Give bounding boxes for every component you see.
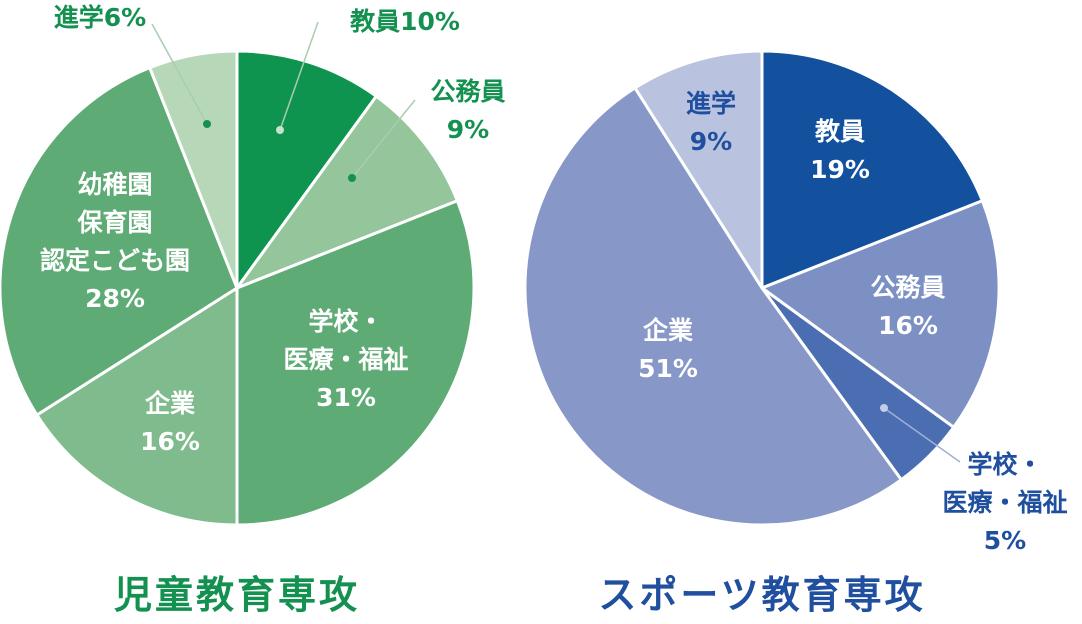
slice-label-line: 9%: [447, 115, 489, 144]
slice-label-line: 28%: [85, 284, 145, 313]
chart-title-sports-education: スポーツ教育専攻: [598, 573, 925, 617]
slice-label-line: 19%: [810, 155, 870, 184]
slice-label-line: 公務員: [870, 273, 945, 302]
slice-label-line: 学校・: [967, 450, 1042, 479]
slice-label-child-3: 企業 16%: [140, 389, 200, 456]
slice-label-sports-4: 進学 9%: [686, 89, 736, 156]
slice-label-line: 医療・福祉: [942, 488, 1067, 517]
chart-title-child-education: 児童教育専攻: [114, 573, 360, 617]
slice-label-child-1: 公務員 9%: [430, 77, 505, 144]
slice-label-line: 16%: [140, 427, 200, 456]
slice-label-sports-2: 学校・医療・福祉 5%: [942, 450, 1067, 555]
pie-slice-child-5: [148, 49, 239, 290]
leader-dot-child-0: [276, 126, 284, 134]
pie-slice-sports-1: [760, 199, 1001, 429]
slice-label-sports-0: 教員 19%: [810, 117, 870, 184]
pie-slice-child-1: [235, 94, 459, 290]
slice-label-line: 教員10%: [350, 7, 460, 36]
slice-label-child-5: 進学6%: [54, 3, 146, 32]
slice-label-line: 51%: [638, 354, 698, 383]
leader-dot-sports-2: [880, 404, 888, 412]
pie-slice-child-2: [235, 199, 476, 527]
leader-line-child-0: [279, 21, 319, 131]
slice-label-line: 5%: [984, 526, 1026, 555]
slice-label-sports-1: 公務員 16%: [870, 273, 945, 340]
leader-line-child-1: [351, 99, 416, 179]
slice-label-child-2: 学校・医療・福祉 31%: [283, 307, 408, 412]
slice-label-line: 認定こども園: [40, 246, 190, 275]
pie-chart-sports-education: 教員 19% 公務員 16% 学校・医療・福祉 5% 企業 51% 進学 9%: [523, 49, 1068, 555]
slice-label-line: 進学6%: [54, 3, 146, 32]
slice-label-line: 企業: [145, 389, 195, 418]
slice-label-line: 進学: [686, 89, 736, 118]
pie-slice-child-0: [235, 49, 378, 290]
slice-label-line: 保育園: [76, 208, 152, 237]
pie-slice-child-3: [35, 286, 239, 527]
pie-slice-sports-0: [760, 49, 984, 290]
leader-dot-child-1: [348, 174, 356, 182]
slice-label-line: 医療・福祉: [283, 345, 408, 374]
pie-slice-sports-4: [633, 49, 764, 290]
slice-label-line: 16%: [878, 311, 938, 340]
slice-label-line: 31%: [316, 383, 376, 412]
slice-label-child-0: 教員10%: [350, 7, 460, 36]
pie-chart-child-education: 教員10% 公務員 9% 学校・医療・福祉 31% 企業 16% 幼稚園保育園認定こども園 28…: [0, 3, 506, 527]
slice-label-child-4: 幼稚園保育園認定こども園 28%: [40, 170, 190, 313]
pie-slice-child-4: [0, 66, 239, 417]
pie-slice-sports-3: [523, 86, 903, 527]
slice-label-line: 9%: [690, 127, 732, 156]
slice-label-line: 学校・: [308, 307, 383, 336]
leader-line-child-5: [151, 23, 208, 125]
slice-label-line: 教員: [815, 117, 865, 146]
leader-line-sports-2: [883, 407, 961, 463]
slice-label-line: 企業: [643, 316, 693, 345]
slice-label-sports-3: 企業 51%: [638, 316, 698, 383]
leader-dot-child-5: [203, 120, 211, 128]
slice-label-line: 幼稚園: [77, 170, 152, 199]
slice-label-line: 公務員: [430, 77, 505, 106]
